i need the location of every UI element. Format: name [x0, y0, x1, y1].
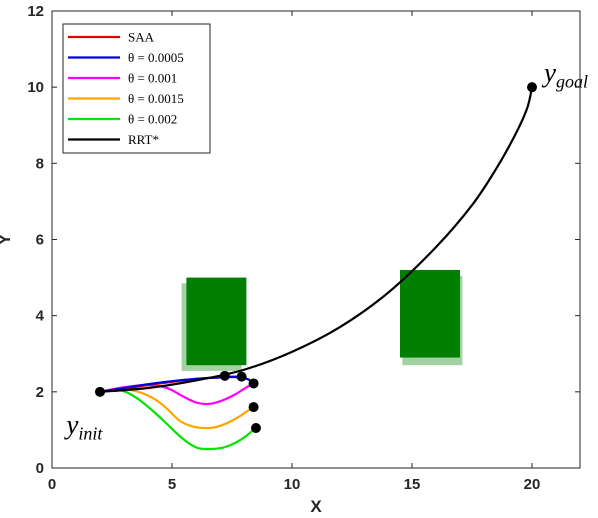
obstacles	[181, 269, 463, 371]
legend-label-theta3: θ = 0.0015	[128, 91, 184, 106]
x-tick-label-3: 15	[404, 476, 421, 493]
y-tick-label-3: 6	[36, 232, 44, 249]
series-line-theta3	[98, 387, 255, 430]
annotation-init: yinit	[63, 410, 103, 444]
y-tick-label-4: 8	[36, 155, 44, 172]
marker-point-2	[219, 370, 230, 381]
x-tick-label-4: 20	[524, 476, 541, 493]
markers	[95, 82, 537, 434]
marker-point-4	[248, 378, 259, 389]
marker-point-3	[236, 371, 247, 382]
y-tick-label-5: 10	[27, 79, 44, 96]
series-line-rrt	[98, 86, 534, 393]
x-axis-label: X	[310, 497, 322, 516]
marker-point-5	[248, 402, 259, 413]
y-tick-label-6: 12	[27, 3, 44, 20]
x-tick-label-0: 0	[48, 476, 56, 493]
legend-label-theta4: θ = 0.002	[128, 112, 177, 127]
marker-point-0	[95, 386, 105, 397]
legend: SAA θ = 0.0005 θ = 0.001 θ = 0.0015 θ = 0.00…	[62, 23, 211, 154]
legend-label-SAA: SAA	[128, 30, 155, 45]
series-line-theta4	[98, 388, 258, 451]
legend-label-theta2: θ = 0.001	[128, 71, 177, 86]
axes: 0 5 10 15 20 0 2 4 6 8 10 12 X Y	[0, 3, 581, 516]
x-tick-label-1: 5	[168, 476, 176, 493]
y-tick-label-2: 4	[36, 308, 45, 325]
x-tick-label-2: 10	[284, 476, 301, 493]
y-axis-label: Y	[0, 233, 14, 245]
legend-box	[62, 23, 211, 154]
legend-label-theta1: θ = 0.0005	[128, 50, 184, 65]
annotation-goal: ygoal	[541, 57, 588, 91]
y-tick-label-1: 2	[36, 384, 44, 401]
obstacle-solid-3	[400, 269, 460, 358]
obstacle-solid-1	[186, 277, 247, 366]
y-tick-label-0: 0	[36, 460, 44, 477]
series-lines	[98, 86, 534, 451]
marker-point-1	[527, 82, 537, 93]
legend-label-rrt: RRT*	[128, 132, 159, 147]
marker-point-6	[251, 423, 261, 434]
series-line-theta2	[98, 382, 255, 406]
